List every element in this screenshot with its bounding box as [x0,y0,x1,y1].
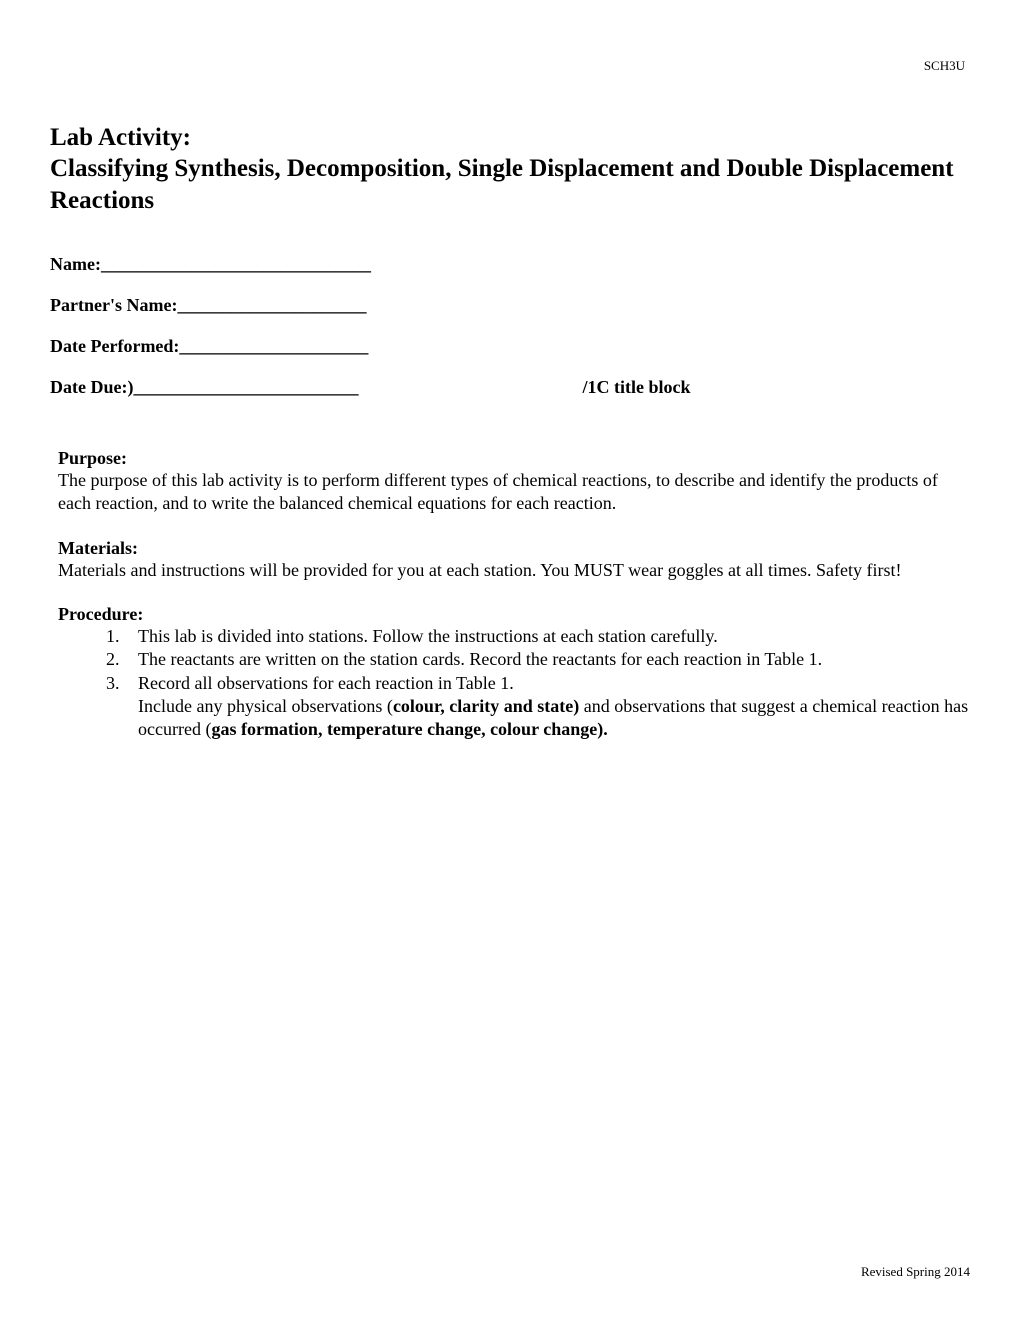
list-number: 1. [106,625,120,648]
date-due-field: Date Due:)_________________________ [50,377,358,398]
list-number: 2. [106,648,120,671]
purpose-heading: Purpose: [58,448,970,469]
purpose-text: The purpose of this lab activity is to p… [58,469,970,516]
procedure-item-3: 3. Record all observations for each reac… [58,672,970,742]
page: SCH3U Lab Activity: Classifying Synthesi… [0,0,1020,782]
list-number: 3. [106,672,120,695]
materials-heading: Materials: [58,538,970,559]
date-due-row: Date Due:)_________________________ /1C … [50,377,970,398]
course-code: SCH3U [50,58,970,74]
title-main: Classifying Synthesis, Decomposition, Si… [50,153,970,216]
title-block: Name:______________________________ Part… [50,254,970,398]
procedure-item-3-line1: Record all observations for each reactio… [138,673,514,693]
procedure-item-2: 2. The reactants are written on the stat… [58,648,970,671]
name-field: Name:______________________________ [50,254,970,275]
procedure-item-3-bold2: gas formation, temperature change, colou… [211,719,607,739]
procedure-item-1-text: This lab is divided into stations. Follo… [138,626,718,646]
materials-text: Materials and instructions will be provi… [58,559,970,582]
partner-name-field: Partner's Name:_____________________ [50,295,970,316]
procedure-item-3-line2-pre: Include any physical observations ( [138,696,393,716]
date-performed-field: Date Performed:_____________________ [50,336,970,357]
title-lab-activity: Lab Activity: [50,122,970,153]
marking-label: /1C title block [582,377,690,398]
procedure-item-2-text: The reactants are written on the station… [138,649,822,669]
procedure-item-1: 1. This lab is divided into stations. Fo… [58,625,970,648]
procedure-item-3-bold1: colour, clarity and state) [393,696,579,716]
procedure-heading: Procedure: [58,604,970,625]
footer-revision: Revised Spring 2014 [861,1264,970,1280]
procedure-list: 1. This lab is divided into stations. Fo… [58,625,970,742]
